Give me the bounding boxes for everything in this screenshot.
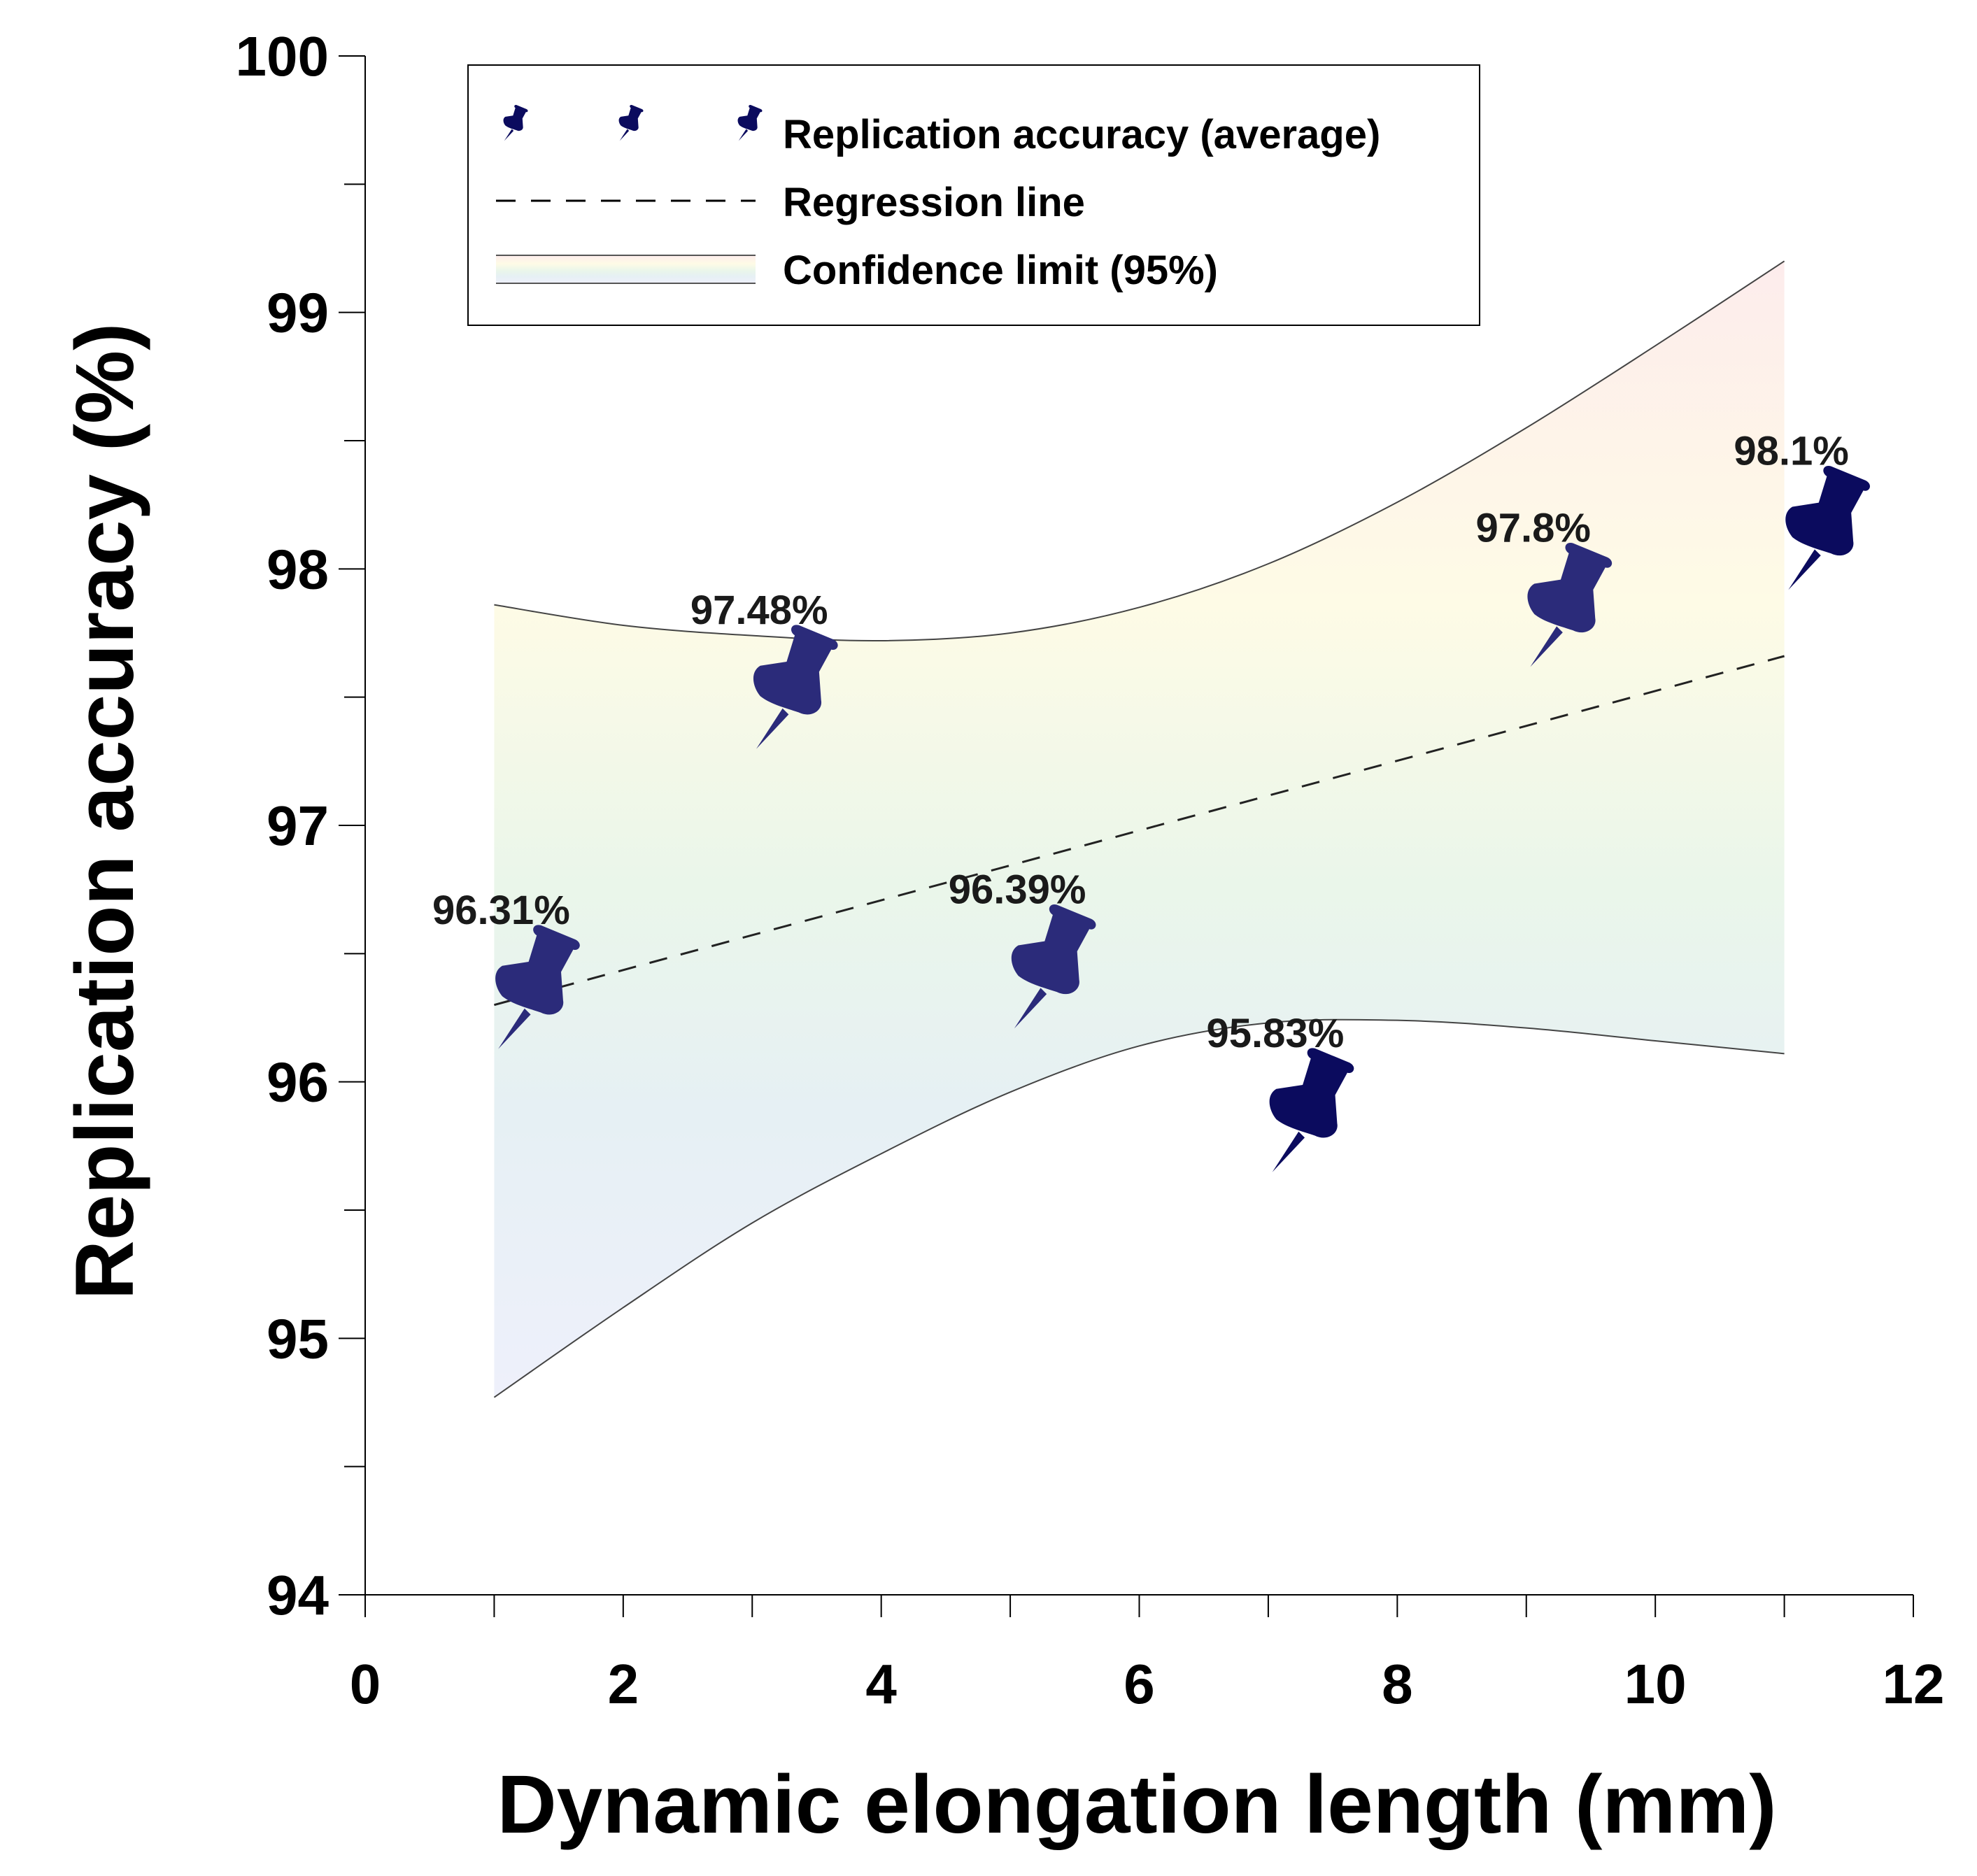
data-point-pin bbox=[1785, 466, 1870, 590]
y-tick-label: 94 bbox=[267, 1564, 329, 1626]
confidence-upper-curve bbox=[494, 260, 1785, 642]
legend: Replication accuracy (average) Regressio… bbox=[467, 64, 1480, 326]
x-tick-label: 8 bbox=[1382, 1653, 1413, 1715]
x-tick-label: 6 bbox=[1124, 1653, 1155, 1715]
y-tick-label: 95 bbox=[267, 1307, 329, 1370]
data-point-label: 95.83% bbox=[1207, 1011, 1345, 1056]
x-tick-label: 0 bbox=[350, 1653, 381, 1715]
y-axis-title: Replication accuracy (%) bbox=[59, 323, 151, 1300]
y-tick-label: 97 bbox=[267, 795, 329, 857]
x-axis-title: Dynamic elongation length (mm) bbox=[497, 1758, 1776, 1851]
x-tick-label: 10 bbox=[1624, 1653, 1687, 1715]
data-point-pin bbox=[1269, 1048, 1354, 1172]
x-tick-label: 2 bbox=[608, 1653, 639, 1715]
y-tick-label: 96 bbox=[267, 1051, 329, 1114]
pushpin-icon bbox=[1269, 1048, 1354, 1172]
data-point-label: 96.31% bbox=[432, 888, 570, 933]
confidence-band-fill bbox=[494, 261, 1785, 1398]
pushpin-icon bbox=[1785, 466, 1870, 590]
legend-label-confidence: Confidence limit (95%) bbox=[783, 248, 1218, 293]
confidence-band bbox=[493, 260, 1785, 1398]
legend-label-replication: Replication accuracy (average) bbox=[783, 112, 1380, 157]
data-point-label: 96.39% bbox=[949, 867, 1086, 913]
axes: 94 95 96 97 98 99 100 0 2 4 6 8 10 12 bbox=[236, 25, 1945, 1715]
data-point-label: 98.1% bbox=[1734, 429, 1848, 474]
y-tick-label: 98 bbox=[267, 538, 329, 600]
y-tick-label: 100 bbox=[236, 25, 329, 87]
confidence-lower-curve bbox=[493, 1018, 1785, 1398]
y-tick-label: 99 bbox=[267, 282, 329, 344]
x-tick-label: 12 bbox=[1883, 1653, 1945, 1715]
data-points: 96.31% 97.48% 96.39% 95.83% 97.8% 98.1% bbox=[432, 429, 1870, 1172]
x-tick-label: 4 bbox=[865, 1653, 897, 1715]
legend-marker-confidence bbox=[496, 255, 756, 283]
data-point-label: 97.8% bbox=[1476, 506, 1591, 551]
legend-label-regression: Regression line bbox=[783, 180, 1085, 225]
data-point-label: 97.48% bbox=[690, 588, 828, 633]
